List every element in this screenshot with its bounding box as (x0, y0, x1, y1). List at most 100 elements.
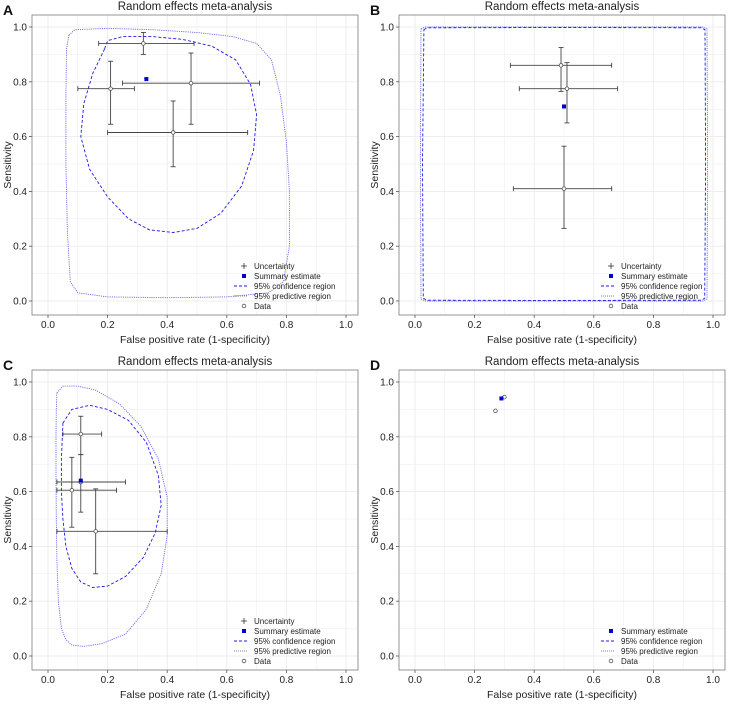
summary-estimate (78, 478, 83, 483)
study-4 (107, 100, 249, 168)
legend-label: 95% confidence region (254, 637, 335, 646)
x-tick-label: 0.8 (646, 320, 660, 331)
summary-estimate (499, 396, 504, 401)
legend-item: 95% confidence region (234, 282, 335, 291)
legend-item: Summary estimate (242, 627, 321, 636)
legend-item: Summary estimate (242, 272, 321, 281)
x-axis-label: False positive rate (1-specificity) (487, 689, 637, 701)
legend-label: Data (621, 302, 638, 311)
legend-label: Uncertainty (254, 617, 294, 626)
x-tick-label: 1.0 (339, 320, 353, 331)
legend-item: Data (608, 302, 638, 311)
legend-label: Summary estimate (254, 272, 321, 281)
y-tick-label: 0.6 (380, 132, 394, 143)
legend-label: 95% predictive region (254, 647, 331, 656)
plot-area (398, 369, 726, 671)
x-tick-label: 0.8 (646, 675, 660, 686)
grid (32, 370, 358, 670)
legend-item: Uncertainty (608, 262, 661, 271)
legend-label: 95% confidence region (254, 282, 335, 291)
y-tick-label: 0.0 (380, 297, 394, 308)
summary-estimate (562, 104, 566, 109)
legend-item: 95% predictive region (234, 292, 331, 301)
legend-label: Summary estimate (254, 627, 321, 636)
panel-letter: C (3, 357, 13, 373)
legend-label: Data (254, 302, 271, 311)
confidence-region (422, 27, 707, 301)
x-tick-label: 1.0 (706, 675, 720, 686)
confidence-region (80, 36, 258, 233)
y-tick-label: 0.6 (13, 487, 27, 498)
data-point (170, 130, 176, 135)
y-tick-label: 0.8 (13, 432, 27, 443)
plot-frame (398, 14, 726, 316)
y-tick-label: 0.0 (13, 297, 27, 308)
legend-label: Uncertainty (621, 262, 661, 271)
data-key (608, 658, 614, 664)
ticks: 0.0 0.2 0.4 0.6 0.8 1.0 0.0 0.2 0.4 0.6 0.8 1.0 (13, 378, 353, 687)
x-axis-label: False positive rate (1-specificity) (120, 689, 270, 701)
legend-label: 95% predictive region (254, 292, 331, 301)
data-point (188, 80, 194, 86)
x-tick-label: 1.0 (339, 675, 353, 686)
plot-background (399, 15, 725, 315)
predictive-region (55, 385, 168, 647)
panel-letter: B (370, 2, 380, 18)
legend-item: Data (241, 657, 271, 666)
y-tick-label: 0.2 (13, 597, 27, 608)
plot-background (32, 15, 358, 315)
chart-title: Random effects meta-analysis (485, 356, 640, 368)
y-tick-label: 1.0 (380, 23, 394, 34)
legend-label: Data (254, 657, 271, 666)
x-tick-label: 0.6 (220, 675, 234, 686)
legend-item: 95% confidence region (601, 282, 702, 291)
data-point (78, 431, 83, 437)
study-3 (56, 456, 117, 528)
x-tick-label: 0.0 (408, 675, 422, 686)
y-tick-label: 0.8 (380, 432, 394, 443)
study-3 (122, 52, 261, 125)
y-tick-label: 0.4 (380, 542, 394, 553)
data-point (561, 186, 567, 191)
x-tick-label: 0.4 (160, 675, 174, 686)
y-tick-label: 1.0 (13, 378, 27, 389)
legend-label: 95% predictive region (621, 647, 698, 656)
study-2 (493, 408, 498, 413)
data-point (141, 41, 146, 46)
legend-item: Summary estimate (609, 627, 688, 636)
legend-item: Uncertainty (241, 617, 294, 626)
plot-area (31, 369, 359, 671)
legend-item: Data (608, 657, 638, 666)
summary-estimate (144, 77, 149, 82)
ticks: 0.0 0.2 0.4 0.6 0.8 1.0 0.0 0.2 0.4 0.6 0.8 1.0 (380, 23, 720, 332)
data-key (241, 303, 247, 309)
y-tick-label: 0.0 (380, 652, 394, 663)
x-tick-label: 1.0 (706, 320, 720, 331)
y-tick-label: 0.6 (380, 487, 394, 498)
x-axis-label: False positive rate (1-specificity) (120, 334, 270, 346)
legend-item: Summary estimate (609, 272, 688, 281)
legend-label: Summary estimate (621, 627, 688, 636)
study-1 (509, 47, 613, 92)
data-point (493, 408, 498, 413)
panel-letter: A (3, 2, 13, 18)
study-2 (518, 62, 619, 124)
study-3 (512, 145, 613, 229)
x-tick-label: 0.4 (527, 320, 541, 331)
legend-item: 95% confidence region (234, 637, 335, 646)
legend-item: 95% predictive region (601, 647, 698, 656)
y-tick-label: 0.2 (13, 242, 27, 253)
y-tick-label: 0.4 (380, 187, 394, 198)
y-tick-label: 1.0 (13, 23, 27, 34)
study-2 (77, 60, 135, 125)
x-tick-label: 0.2 (468, 320, 482, 331)
x-tick-label: 0.2 (101, 320, 115, 331)
ticks: 0.0 0.2 0.4 0.6 0.8 1.0 0.0 0.2 0.4 0.6 0.8 1.0 (380, 378, 720, 687)
